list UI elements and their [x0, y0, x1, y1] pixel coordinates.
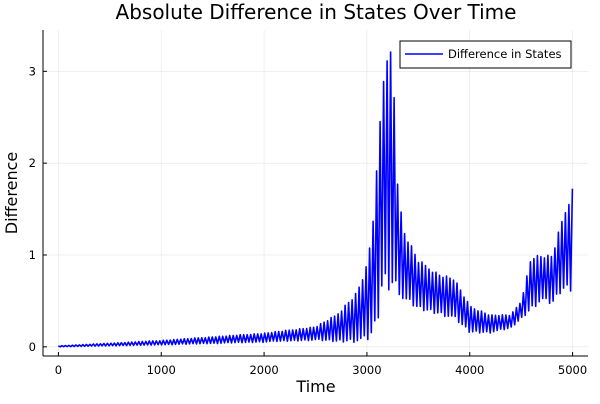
legend: Difference in States [399, 40, 572, 69]
x-tick-label: 5000 [558, 363, 587, 377]
legend-label: Difference in States [448, 47, 562, 61]
y-axis-label: Difference [2, 152, 21, 234]
ticks: 0 1000 2000 3000 4000 5000 0 1 2 3 [29, 64, 588, 377]
x-tick-label: 3000 [352, 363, 381, 377]
grid [43, 30, 588, 356]
y-tick-label: 3 [29, 64, 36, 78]
x-tick-label: 0 [55, 363, 62, 377]
x-tick-label: 2000 [249, 363, 278, 377]
y-tick-label: 1 [29, 248, 36, 262]
series-line-difference-in-states [58, 51, 574, 348]
y-tick-label: 0 [29, 340, 36, 354]
chart-title: Absolute Difference in States Over Time [116, 0, 517, 24]
x-tick-label: 4000 [455, 363, 484, 377]
y-tick-label: 2 [29, 156, 36, 170]
x-axis-label: Time [295, 377, 335, 396]
x-tick-label: 1000 [147, 363, 176, 377]
